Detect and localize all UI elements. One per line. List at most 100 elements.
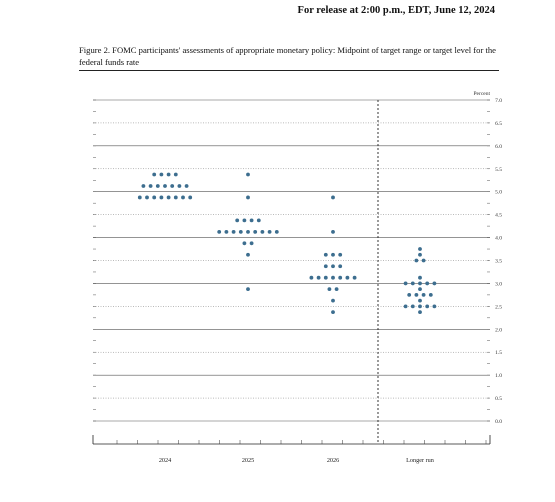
data-point (418, 304, 422, 309)
data-point (331, 252, 335, 257)
y-tick-label: 1.5 (495, 350, 502, 356)
data-point (338, 275, 343, 280)
axes: 2024 2025 2026 Longer run (92, 100, 491, 464)
data-point (249, 241, 254, 246)
y-tick-label: 6.0 (495, 144, 502, 150)
y-tick-label: 5.0 (495, 190, 502, 196)
data-point (246, 172, 250, 177)
data-point (331, 298, 335, 303)
data-point (173, 172, 178, 177)
data-point (267, 229, 272, 234)
data-point (338, 264, 343, 269)
data-point (331, 229, 335, 234)
data-point (246, 252, 250, 257)
data-point (155, 184, 160, 188)
data-point (331, 275, 335, 280)
data-point (425, 304, 430, 309)
data-point (418, 287, 422, 292)
data-point (309, 275, 314, 280)
data-point (352, 275, 357, 280)
data-point (331, 264, 335, 269)
data-point (432, 304, 437, 309)
data-point (274, 229, 279, 234)
data-point (224, 229, 229, 234)
data-point (163, 184, 167, 188)
y-tick-label: 4.0 (495, 236, 502, 242)
data-point (188, 195, 193, 200)
data-point (418, 281, 422, 286)
data-point (410, 304, 415, 309)
data-point (253, 229, 258, 234)
data-point (421, 292, 426, 297)
data-point (181, 195, 185, 200)
data-point (246, 229, 250, 234)
data-point (331, 310, 335, 314)
data-points (137, 172, 437, 314)
data-point (418, 247, 422, 251)
data-point (432, 281, 437, 286)
data-point (421, 258, 426, 263)
data-point (177, 184, 182, 188)
y-tick-label: 7.0 (495, 98, 502, 104)
y-tick-label: 0.5 (495, 396, 502, 402)
x-category-label: 2026 (327, 457, 339, 464)
data-point (166, 195, 171, 200)
y-tick-label: 3.0 (495, 281, 502, 287)
data-point (428, 292, 433, 297)
figure-caption: Figure 2. FOMC participants' assessments… (79, 45, 496, 67)
data-point (414, 258, 419, 263)
y-axis-label: Percent (474, 91, 491, 97)
y-tick-label: 1.0 (495, 373, 502, 379)
y-tick-label: 2.0 (495, 327, 502, 333)
data-point (152, 172, 157, 177)
data-point (173, 195, 178, 200)
y-tick-label: 6.5 (495, 121, 502, 127)
y-tick-label: 2.5 (495, 304, 502, 310)
data-point (238, 229, 243, 234)
data-point (403, 281, 408, 286)
y-tick-label: 5.5 (495, 167, 502, 173)
y-tick-label: 4.5 (495, 213, 502, 219)
data-point (159, 195, 164, 200)
data-point (242, 241, 247, 246)
data-point (407, 292, 412, 297)
data-point (323, 252, 328, 257)
y-tick-label: 3.5 (495, 259, 502, 265)
data-point (256, 218, 261, 223)
data-point (414, 292, 419, 297)
x-category-label: 2024 (159, 457, 171, 464)
data-point (231, 229, 236, 234)
x-category-label: 2025 (242, 457, 254, 464)
data-point (425, 281, 430, 286)
data-point (249, 218, 254, 223)
data-point (137, 195, 142, 200)
data-point (418, 310, 422, 314)
data-point (410, 281, 415, 286)
release-time-text: For release at 2:00 p.m., EDT, June 12, … (297, 5, 495, 16)
data-point (148, 184, 153, 188)
data-point (323, 275, 328, 280)
data-point (159, 172, 164, 177)
data-point (246, 287, 250, 292)
data-point (338, 252, 343, 257)
data-point (141, 184, 146, 188)
data-point (166, 172, 171, 177)
x-category-label: Longer run (406, 457, 434, 464)
data-point (170, 184, 175, 188)
data-point (331, 195, 335, 200)
data-point (260, 229, 265, 234)
data-point (246, 195, 250, 200)
data-point (316, 275, 321, 280)
grid-lines: 0.0 0.5 1.0 1.5 2.0 2.5 3.0 3.5 4.0 4.5 5.0 5.5 6.0 6… (93, 98, 502, 425)
data-point (145, 195, 149, 200)
data-point (242, 218, 247, 223)
data-point (418, 252, 422, 257)
data-point (217, 229, 222, 234)
data-point (323, 264, 328, 269)
data-point (184, 184, 189, 188)
data-point (403, 304, 408, 309)
data-point (345, 275, 350, 280)
data-point (334, 287, 339, 292)
data-point (418, 298, 422, 303)
